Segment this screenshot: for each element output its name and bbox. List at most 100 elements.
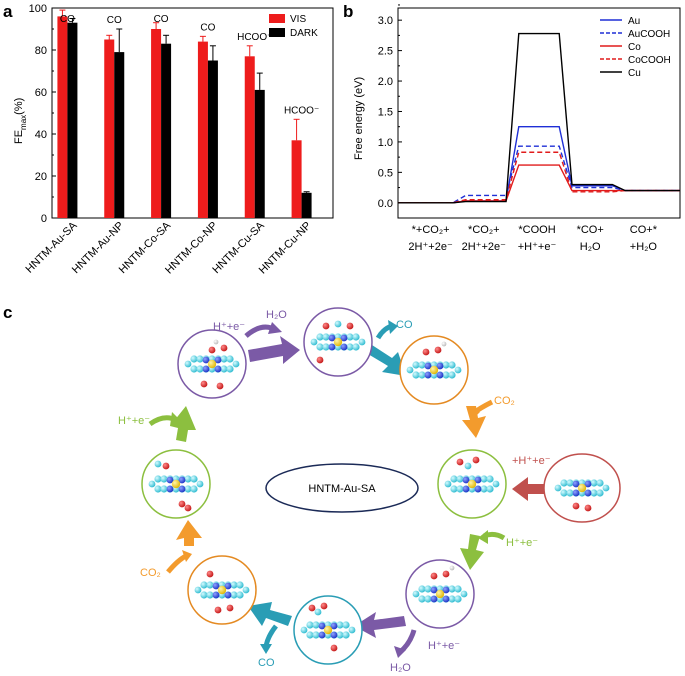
carbon-atom: [300, 626, 308, 634]
nitrogen-atom: [474, 485, 482, 493]
carbon-atom: [566, 489, 574, 497]
arrow-left-orange: [176, 520, 202, 546]
step-label-line1: *CO₂+: [468, 224, 499, 236]
carbon-atom: [448, 371, 456, 379]
nitrogen-atom: [424, 371, 432, 379]
adsorbate-atom: [154, 460, 162, 468]
carbon-atom: [406, 366, 414, 374]
molecule-model: [194, 570, 250, 614]
carbon-atom: [590, 479, 598, 487]
metal-atom: [333, 337, 343, 347]
legend-dark-label: DARK: [290, 28, 318, 39]
carbon-atom: [336, 631, 344, 639]
carbon-atom: [454, 595, 462, 603]
y-tick-label: 2.0: [378, 76, 393, 88]
carbon-atom: [226, 355, 234, 363]
adsorbate-atom: [178, 500, 186, 508]
nitrogen-atom: [572, 489, 580, 497]
carbon-atom: [418, 361, 426, 369]
label-hplus-right: H⁺+e⁻: [506, 537, 538, 549]
carbon-atom: [450, 485, 458, 493]
product-label: HCOO⁻: [284, 105, 319, 116]
y-tick-label: 3.0: [378, 15, 393, 27]
arrow-right-green: [460, 534, 484, 570]
step-label-line1: *COOH: [518, 224, 555, 236]
carbon-atom: [236, 581, 244, 589]
y-tick-label: 1.0: [378, 137, 393, 149]
adsorbate-atom: [464, 462, 472, 470]
carbon-atom: [196, 365, 204, 373]
carbon-atom: [220, 355, 228, 363]
adsorbate-atom: [330, 644, 338, 652]
carbon-atom: [230, 591, 238, 599]
carbon-atom: [190, 355, 198, 363]
panel-a-bars: [57, 9, 312, 219]
adsorbate-atom: [320, 602, 328, 610]
nitrogen-atom: [436, 371, 444, 379]
y-tick-label: 20: [35, 171, 47, 183]
arrow-top-purple: [248, 336, 300, 364]
center-catalyst-ellipse: [265, 463, 419, 513]
carbon-atom: [196, 480, 204, 488]
metal-atom: [577, 483, 587, 493]
adsorbate-atom: [442, 570, 450, 578]
panel-a-x-tick-labels: HNTM-Au-SAHNTM-Au-NPHNTM-Co-SAHNTM-Co-NP…: [24, 214, 314, 277]
metal-atom: [467, 479, 477, 489]
nitrogen-atom: [340, 343, 348, 351]
carbon-atom: [154, 485, 162, 493]
label-co2-right: CO₂: [494, 395, 515, 407]
carbon-atom: [184, 485, 192, 493]
step-label-line1: *CO+: [577, 224, 604, 236]
product-label: HCOO⁻: [237, 32, 272, 43]
bar-vis: [57, 16, 68, 219]
carbon-atom: [358, 338, 366, 346]
adsorbate-atom: [213, 339, 219, 345]
y-tick-label: 60: [35, 87, 47, 99]
adsorbate-atom: [422, 348, 430, 356]
carbon-atom: [454, 366, 462, 374]
nitrogen-atom: [330, 631, 338, 639]
molecule-model: [184, 339, 240, 390]
panel-a-y-label: FEmax(%): [13, 98, 28, 144]
carbon-atom: [226, 365, 234, 373]
legend-label: Cu: [628, 68, 641, 79]
nitrogen-atom: [166, 476, 174, 484]
panel-b-line-chart: 0.0 0.5 1.0 1.5 2.0 2.5 3.0 Free energy (eV) *…: [353, 4, 681, 253]
carbon-atom: [460, 590, 468, 598]
carbon-atom: [190, 485, 198, 493]
nitrogen-atom: [214, 356, 222, 364]
adsorbate-atom: [162, 462, 170, 470]
carbon-atom: [560, 489, 568, 497]
metal-atom: [435, 589, 445, 599]
arrow-left-green: [170, 406, 196, 442]
nitrogen-atom: [328, 334, 336, 342]
panel-a-y-ticks: 0 20 40 60 80 100: [29, 3, 56, 225]
arrow-bottom-purple: [354, 612, 406, 638]
y-tick-label: 0: [41, 213, 47, 225]
line-aucooh: [398, 145, 680, 204]
nitrogen-atom: [430, 595, 438, 603]
cycle-arrows: [170, 336, 546, 638]
line-cocooh: [398, 151, 680, 204]
carbon-atom: [312, 631, 320, 639]
carbon-atom: [200, 591, 208, 599]
product-label: CO: [107, 15, 122, 26]
nitrogen-atom: [202, 365, 210, 373]
product-label: CO: [60, 14, 75, 25]
bar-vis: [291, 140, 302, 218]
step-label-line2: 2H⁺+2e⁻: [408, 241, 453, 253]
carbon-atom: [554, 484, 562, 492]
carbon-atom: [456, 475, 464, 483]
label-hplus-left: H⁺+e⁻: [118, 415, 150, 427]
molecule-model: [406, 341, 462, 379]
adsorbate-atom: [220, 344, 228, 352]
adsorbate-atom: [200, 380, 208, 388]
carbon-atom: [442, 361, 450, 369]
product-label: CO: [154, 14, 169, 25]
nitrogen-atom: [436, 362, 444, 370]
nitrogen-atom: [424, 362, 432, 370]
carbon-atom: [418, 371, 426, 379]
carbon-atom: [424, 595, 432, 603]
panel-a-product-labels: CO CO CO CO HCOO⁻ HCOO⁻: [60, 14, 319, 116]
carbon-atom: [424, 585, 432, 593]
